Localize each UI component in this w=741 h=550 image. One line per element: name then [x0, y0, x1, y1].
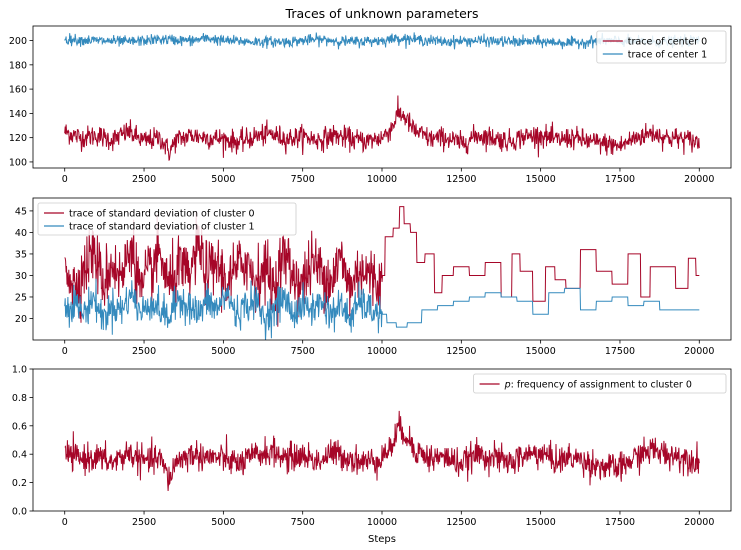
y-tick-label: 0.4: [12, 450, 27, 461]
series-line-2-2: [64, 278, 700, 340]
x-tick-label: 10000: [367, 517, 397, 528]
y-tick-label: 25: [15, 292, 27, 303]
legend: trace of center 0 trace of center 1: [596, 30, 727, 64]
y-tick-label: 200: [9, 36, 27, 47]
x-tick-label: 2500: [132, 517, 156, 528]
series-line-2-1: [64, 206, 700, 327]
legend-entry: trace of center 1: [628, 50, 707, 61]
x-tick-label: 12500: [446, 517, 476, 528]
y-tick-label: 20: [15, 314, 27, 325]
legend-entry: p: frequency of assignment to cluster 0: [504, 380, 692, 391]
x-tick-label: 0: [62, 517, 68, 528]
y-tick-label: 30: [15, 271, 27, 282]
y-tick-label: 0.8: [12, 393, 27, 404]
x-tick-label: 2500: [132, 346, 156, 357]
x-tick-label: 7500: [291, 346, 315, 357]
legend-box: [473, 373, 727, 394]
legend-entry: trace of center 0: [628, 37, 707, 48]
y-tick-label: 140: [9, 109, 27, 120]
x-tick-label: 20000: [684, 517, 714, 528]
y-tick-label: 120: [9, 133, 27, 144]
y-tick-label: 35: [15, 249, 27, 260]
x-axis-label: Steps: [368, 534, 396, 545]
y-tick-label: 45: [15, 206, 27, 217]
y-tick-label: 0.0: [12, 507, 27, 518]
legend-box: [596, 30, 727, 64]
x-tick-label: 17500: [605, 174, 635, 185]
x-tick-label: 10000: [367, 346, 397, 357]
x-tick-label: 20000: [684, 346, 714, 357]
x-tick-label: 15000: [526, 517, 556, 528]
y-tick-label: 0.6: [12, 421, 27, 432]
panel-3: 0 2500 5000 7500 10000 12500 15000 17500 20000 0.…: [12, 365, 732, 528]
x-tick-label: 15000: [526, 346, 556, 357]
panels: 0 2500 5000 7500 10000 12500 15000 17500 2000010…: [9, 25, 732, 528]
panel-1: 0 2500 5000 7500 10000 12500 15000 17500 20000 10…: [9, 25, 732, 185]
legend: p: frequency of assignment to cluster 0: [473, 373, 727, 394]
figure-title: Traces of unknown parameters: [285, 6, 479, 21]
y-tick-label: 180: [9, 60, 27, 71]
series-line-1-2: [64, 32, 700, 50]
series-line-1-1: [64, 95, 700, 161]
x-tick-label: 15000: [526, 174, 556, 185]
legend: trace of standard deviation of cluster 0…: [37, 202, 297, 236]
series-line-3-1: [64, 410, 700, 492]
x-tick-label: 5000: [211, 517, 235, 528]
legend-box: [37, 202, 297, 236]
y-tick-label: 40: [15, 228, 27, 239]
x-tick-label: 17500: [605, 517, 635, 528]
legend-entry: trace of standard deviation of cluster 1: [69, 222, 255, 233]
x-tick-label: 7500: [291, 517, 315, 528]
x-tick-label: 12500: [446, 346, 476, 357]
x-tick-label: 5000: [211, 346, 235, 357]
x-tick-label: 2500: [132, 174, 156, 185]
y-tick-label: 1.0: [12, 365, 27, 376]
x-tick-label: 10000: [367, 174, 397, 185]
x-tick-label: 17500: [605, 346, 635, 357]
x-tick-label: 12500: [446, 174, 476, 185]
legend-entry: trace of standard deviation of cluster 0: [69, 209, 255, 220]
panel-2: 0 2500 5000 7500 10000 12500 15000 17500 20000 20…: [15, 197, 732, 357]
x-tick-label: 20000: [684, 174, 714, 185]
x-tick-label: 7500: [291, 174, 315, 185]
y-tick-label: 100: [9, 157, 27, 168]
x-tick-label: 0: [62, 174, 68, 185]
x-tick-label: 0: [62, 346, 68, 357]
y-tick-label: 160: [9, 85, 27, 96]
x-tick-label: 5000: [211, 174, 235, 185]
y-tick-label: 0.2: [12, 478, 27, 489]
